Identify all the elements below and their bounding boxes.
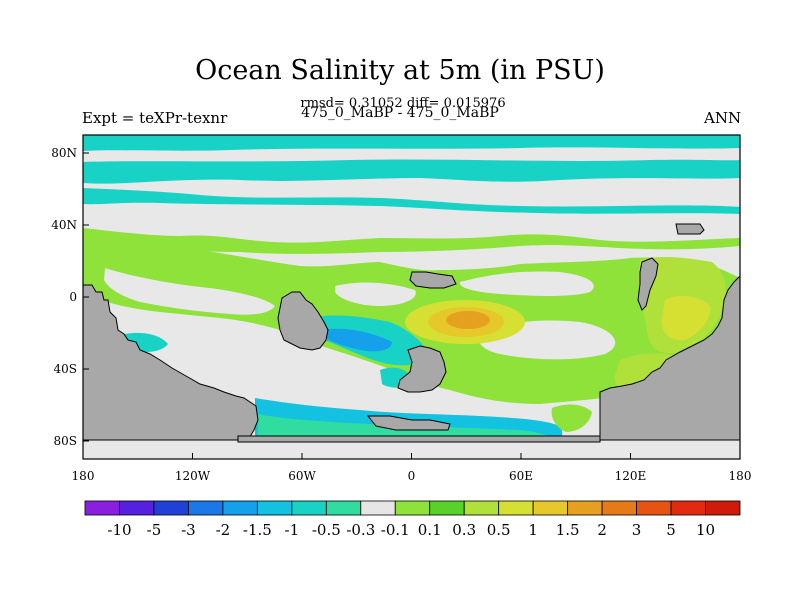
colorbar-label: 2	[597, 521, 607, 539]
plot-title: Ocean Salinity at 5m (in PSU)	[195, 55, 605, 86]
antarctic-shelf	[237, 435, 601, 443]
colorbar-swatch	[463, 500, 500, 516]
colorbar-swatch	[429, 500, 465, 516]
island-northeast	[675, 223, 705, 235]
continent-northeast-sliver	[637, 257, 659, 311]
colorbar	[84, 500, 741, 516]
y-tick-label: 80S	[54, 434, 78, 448]
x-tick-label: 120E	[615, 469, 647, 483]
colorbar-label: -10	[107, 521, 131, 539]
colorbar-label: 1	[528, 521, 538, 539]
colorbar-swatch	[153, 500, 189, 516]
y-tick-label: 40S	[54, 362, 78, 376]
colorbar-swatch	[636, 500, 672, 516]
salinity-contour	[83, 135, 740, 151]
case-label: 475_0_MaBP - 475_0_MaBP	[301, 105, 499, 121]
colorbar-swatch	[601, 500, 637, 516]
salinity-contour	[83, 188, 740, 214]
shelf-ice-south	[366, 415, 451, 431]
colorbar-swatch	[360, 500, 396, 516]
colorbar-swatch	[705, 500, 741, 516]
map-tick-labels: 180 120W 60W 0 60E 120E 180 80N 40N 0 40S 80S	[51, 146, 751, 483]
salinity-contour	[83, 159, 740, 184]
salinity-contour	[446, 311, 490, 329]
island-equatorial	[409, 271, 457, 289]
x-tick-label: 0	[408, 469, 416, 483]
x-tick-label: 180	[72, 469, 95, 483]
colorbar-label: -0.1	[381, 521, 410, 539]
colorbar-swatch	[188, 500, 224, 516]
colorbar-label: -1.5	[243, 521, 272, 539]
colorbar-labels: -10 -5 -3 -2 -1.5 -1 -0.5 -0.3 -0.1 0.1 0.3 0.5 1 1.5…	[107, 521, 715, 539]
colorbar-swatch	[119, 500, 155, 516]
y-tick-label: 40N	[51, 218, 77, 232]
salinity-contour	[551, 404, 592, 432]
y-tick-label: 0	[69, 290, 77, 304]
colorbar-swatch	[532, 500, 569, 516]
x-tick-label: 60W	[288, 469, 316, 483]
salinity-contour	[661, 295, 711, 341]
colorbar-label: 10	[696, 521, 715, 539]
island-south-central	[397, 345, 447, 393]
salinity-contour	[104, 268, 275, 315]
stats-line: rmsd= 0.31052 diff= 0.015976	[300, 96, 506, 111]
salinity-contour	[335, 282, 416, 306]
salinity-contour	[320, 328, 392, 352]
salinity-contour	[459, 271, 594, 296]
colorbar-label: 0.1	[418, 521, 442, 539]
colorbar-swatch	[325, 500, 362, 516]
y-tick-label: 80N	[51, 146, 77, 160]
colorbar-label: -2	[216, 521, 231, 539]
colorbar-swatch	[498, 500, 534, 516]
x-tick-label: 60E	[509, 469, 533, 483]
map-ticks	[82, 152, 741, 459]
experiment-label: Expt = teXPr-texnr	[82, 109, 228, 127]
colorbar-label: 3	[632, 521, 642, 539]
colorbar-swatch	[394, 500, 431, 516]
colorbar-label: 0.3	[452, 521, 476, 539]
colorbar-swatch	[291, 500, 327, 516]
colorbar-swatch	[222, 500, 258, 516]
colorbar-label: 0.5	[487, 521, 511, 539]
colorbar-label: 1.5	[556, 521, 580, 539]
colorbar-swatch	[84, 500, 120, 516]
map-panel: 180 120W 60W 0 60E 120E 180 80N 40N 0 40S 80S	[51, 134, 751, 483]
colorbar-swatch	[567, 500, 603, 516]
colorbar-label: -1	[285, 521, 300, 539]
continent-west	[82, 284, 259, 441]
colorbar-label: -3	[181, 521, 196, 539]
x-tick-label: 180	[729, 469, 752, 483]
x-tick-label: 120W	[175, 469, 211, 483]
colorbar-label: -0.3	[346, 521, 375, 539]
colorbar-swatch	[256, 500, 293, 516]
colorbar-label: -5	[147, 521, 162, 539]
season-label: ANN	[704, 109, 742, 127]
colorbar-label: 5	[666, 521, 676, 539]
land-mask	[82, 223, 741, 443]
salinity-contour	[83, 228, 740, 254]
continent-central	[277, 291, 329, 351]
colorbar-label: -0.5	[312, 521, 341, 539]
continent-east	[599, 274, 741, 441]
colorbar-swatch	[670, 500, 706, 516]
